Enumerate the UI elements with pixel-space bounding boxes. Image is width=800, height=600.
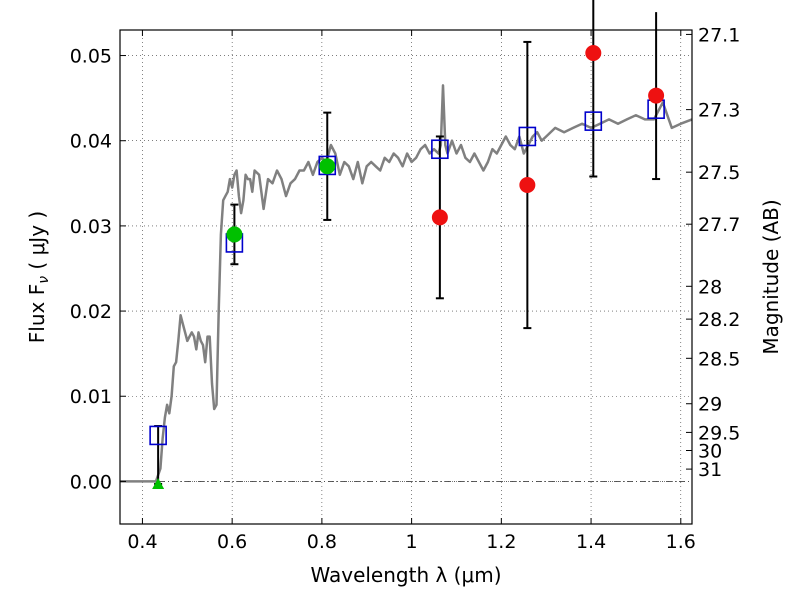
- x-axis-label: Wavelength λ (μm): [310, 563, 501, 587]
- y-tick-label: 0.02: [70, 301, 112, 323]
- observed-flux-point: [319, 158, 336, 175]
- x-tick-label: 1.2: [486, 531, 516, 553]
- y2-tick-label: 30: [698, 440, 722, 462]
- x-tick-label: 0.6: [217, 531, 247, 553]
- y2-tick-label: 27.1: [698, 24, 740, 46]
- model-photometry-square: [149, 425, 167, 446]
- y2-tick-label: 28.5: [698, 348, 740, 370]
- observed-flux-point: [226, 226, 243, 243]
- y-axis-label: Flux Fν ( μJy ): [25, 211, 52, 343]
- y-axis-label-main: Flux F: [25, 284, 49, 343]
- y2-tick-label: 28: [698, 276, 722, 298]
- y2-tick-label: 27.7: [698, 214, 740, 236]
- y2-axis-label: Magnitude (AB): [759, 199, 783, 354]
- observed-flux-point: [431, 209, 448, 226]
- observed-flux-point: [648, 87, 665, 104]
- model-photometry-square: [584, 111, 603, 131]
- observed-flux-point: [585, 44, 602, 61]
- x-tick-label: 0.4: [127, 531, 157, 553]
- grid-lines: [120, 30, 692, 524]
- y2-tick-label: 29: [698, 394, 722, 416]
- model-photometry-square: [518, 126, 537, 147]
- model-spectrum: [120, 84, 693, 483]
- plot-frame: [119, 29, 693, 525]
- y2-tick-label: 27.3: [698, 100, 740, 122]
- y-axis-label-unit: ( μJy ): [25, 211, 49, 276]
- y-tick-label: 0.05: [70, 46, 112, 68]
- observed-flux-point: [519, 177, 536, 194]
- model-photometry-square: [318, 155, 337, 176]
- y2-tick-label: 29.5: [698, 422, 740, 444]
- error-bars: [154, 0, 661, 485]
- y2-tick-label: 27.5: [698, 162, 740, 184]
- y-tick-label: 0.01: [70, 386, 112, 408]
- y2-tick-label: 28.2: [698, 309, 740, 331]
- y-tick-label: 0.04: [70, 131, 112, 153]
- observed-flux-triangle: [152, 477, 165, 489]
- x-tick-label: 1: [406, 531, 418, 553]
- x-tick-label: 0.8: [307, 531, 337, 553]
- tick-labels: 0.4 0.6 0.8 1 1.2 1.4 1.6 0.00 0.01 0.02 0.03 0.04 0…: [70, 24, 741, 553]
- data-markers: [149, 44, 665, 489]
- model-photometry-square: [431, 139, 449, 160]
- y-tick-label: 0.03: [70, 216, 112, 238]
- axis-ticks: [120, 30, 692, 524]
- y-tick-label: 0.00: [70, 471, 112, 493]
- model-spectrum-line: [120, 84, 693, 483]
- x-tick-label: 1.6: [666, 531, 696, 553]
- y-axis-label-subscript: ν: [36, 276, 52, 284]
- x-tick-label: 1.4: [576, 531, 606, 553]
- y2-tick-label: 31: [698, 459, 722, 481]
